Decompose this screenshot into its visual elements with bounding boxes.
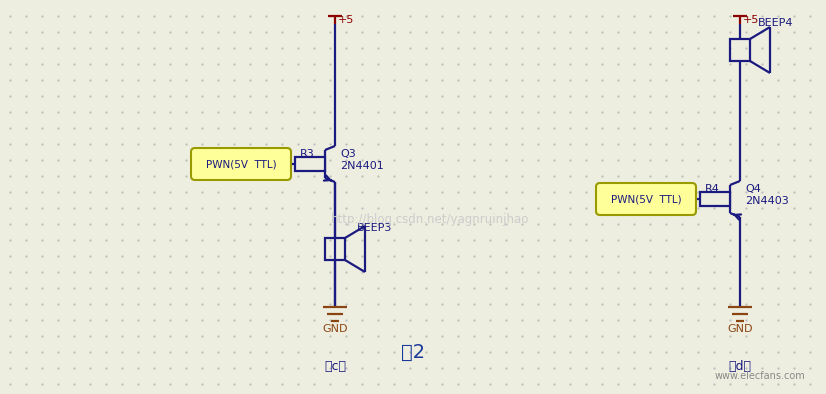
Text: www.elecfans.com: www.elecfans.com	[714, 371, 805, 381]
Text: R3: R3	[300, 149, 315, 159]
Text: GND: GND	[322, 324, 348, 334]
Bar	[730, 39, 750, 61]
FancyBboxPatch shape	[596, 183, 696, 215]
Bar	[325, 238, 345, 260]
Text: PWN(5V  TTL): PWN(5V TTL)	[610, 194, 681, 204]
Text: BEEP4: BEEP4	[758, 18, 794, 28]
Text: +5: +5	[743, 15, 759, 25]
FancyBboxPatch shape	[191, 148, 291, 180]
Text: 2N4403: 2N4403	[745, 196, 789, 206]
Text: +5: +5	[338, 15, 354, 25]
Text: http://blog.csdn.net/yagnruinjhao: http://blog.csdn.net/yagnruinjhao	[330, 212, 529, 225]
Bar	[700, 192, 730, 206]
Text: PWN(5V  TTL): PWN(5V TTL)	[206, 159, 277, 169]
Text: GND: GND	[727, 324, 752, 334]
Text: 图2: 图2	[401, 342, 425, 362]
Bar	[295, 157, 325, 171]
Text: Q3: Q3	[340, 149, 356, 159]
Text: Q4: Q4	[745, 184, 761, 194]
Text: 2N4401: 2N4401	[340, 161, 384, 171]
Text: （d）: （d）	[729, 359, 752, 372]
Text: （c）: （c）	[324, 359, 346, 372]
Text: BEEP3: BEEP3	[357, 223, 392, 233]
Text: R4: R4	[705, 184, 720, 194]
